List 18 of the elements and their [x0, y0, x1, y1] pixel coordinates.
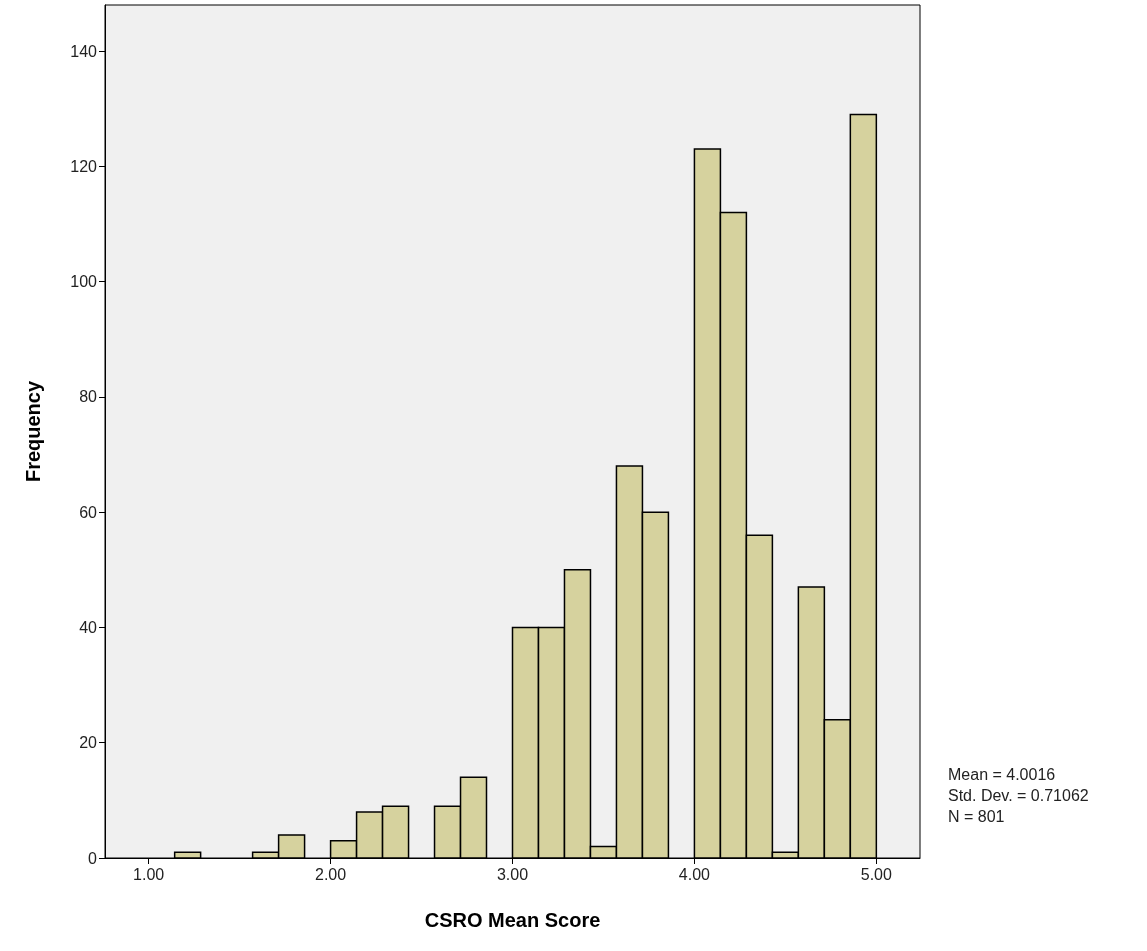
x-tick-label: 5.00	[860, 865, 893, 883]
y-tick-label: 80	[79, 388, 98, 406]
x-tick-label: 2.00	[315, 865, 347, 883]
text: Mean = 4.0016	[948, 766, 1056, 783]
y-axis-title: Frequency	[22, 380, 44, 483]
y-tick-label: 140	[70, 42, 98, 60]
text: N = 801	[948, 808, 1005, 825]
y-tick-label: 120	[70, 157, 98, 175]
y-tick-label: 20	[79, 734, 98, 752]
y-tick-label: 60	[79, 503, 98, 521]
x-axis-title: CSRO Mean Score	[424, 909, 601, 931]
x-tick-label: 1.00	[133, 865, 165, 883]
y-tick-label: 40	[79, 618, 98, 636]
x-tick-label: 3.00	[496, 865, 529, 883]
y-tick-label: 0	[88, 849, 98, 867]
y-tick-label: 100	[70, 273, 98, 291]
x-tick-label: 4.00	[678, 865, 711, 883]
text: Std. Dev. = 0.71062	[948, 787, 1089, 804]
